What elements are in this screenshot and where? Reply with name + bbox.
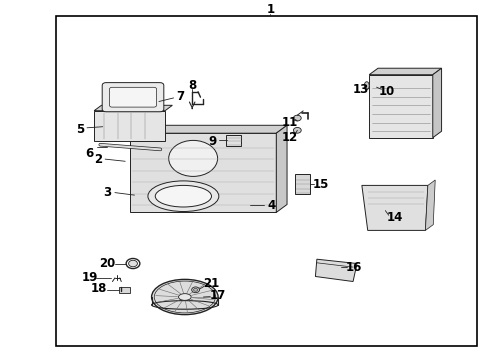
Ellipse shape xyxy=(178,294,191,300)
Text: 14: 14 xyxy=(386,211,403,224)
Text: 5: 5 xyxy=(76,123,83,136)
Text: 17: 17 xyxy=(209,289,225,302)
Polygon shape xyxy=(368,68,441,75)
Text: 13: 13 xyxy=(352,83,368,96)
Text: 19: 19 xyxy=(81,271,98,284)
Text: 12: 12 xyxy=(281,131,297,144)
Ellipse shape xyxy=(155,185,211,207)
Ellipse shape xyxy=(193,288,197,291)
FancyBboxPatch shape xyxy=(102,83,163,112)
Ellipse shape xyxy=(147,181,219,211)
Ellipse shape xyxy=(364,82,368,90)
Text: 20: 20 xyxy=(99,257,116,270)
Text: 2: 2 xyxy=(94,153,102,166)
Text: 16: 16 xyxy=(345,261,362,274)
Text: 21: 21 xyxy=(203,277,219,290)
Polygon shape xyxy=(361,185,427,230)
Polygon shape xyxy=(276,125,286,212)
Ellipse shape xyxy=(151,279,218,315)
Text: 15: 15 xyxy=(312,178,328,191)
Bar xyxy=(294,175,309,194)
Text: 8: 8 xyxy=(188,79,196,92)
Bar xyxy=(129,133,276,212)
Text: 11: 11 xyxy=(281,116,297,129)
Ellipse shape xyxy=(293,115,301,121)
Text: 9: 9 xyxy=(208,135,216,148)
Bar xyxy=(94,111,165,141)
FancyBboxPatch shape xyxy=(109,87,156,107)
Text: 3: 3 xyxy=(103,186,111,199)
Text: 1: 1 xyxy=(266,3,274,16)
Polygon shape xyxy=(425,180,434,230)
Polygon shape xyxy=(129,125,286,133)
Bar xyxy=(56,16,476,346)
Text: 18: 18 xyxy=(91,282,107,295)
Text: 4: 4 xyxy=(267,199,275,212)
Bar xyxy=(119,287,130,293)
Ellipse shape xyxy=(168,140,217,176)
Bar xyxy=(368,75,432,138)
Polygon shape xyxy=(94,105,172,111)
Text: 7: 7 xyxy=(176,90,183,103)
Ellipse shape xyxy=(191,287,199,293)
Text: 10: 10 xyxy=(378,85,395,98)
Ellipse shape xyxy=(293,127,301,133)
Bar xyxy=(226,135,241,146)
Polygon shape xyxy=(315,259,356,282)
Polygon shape xyxy=(432,68,441,138)
Text: 6: 6 xyxy=(85,147,93,159)
Ellipse shape xyxy=(128,260,137,267)
